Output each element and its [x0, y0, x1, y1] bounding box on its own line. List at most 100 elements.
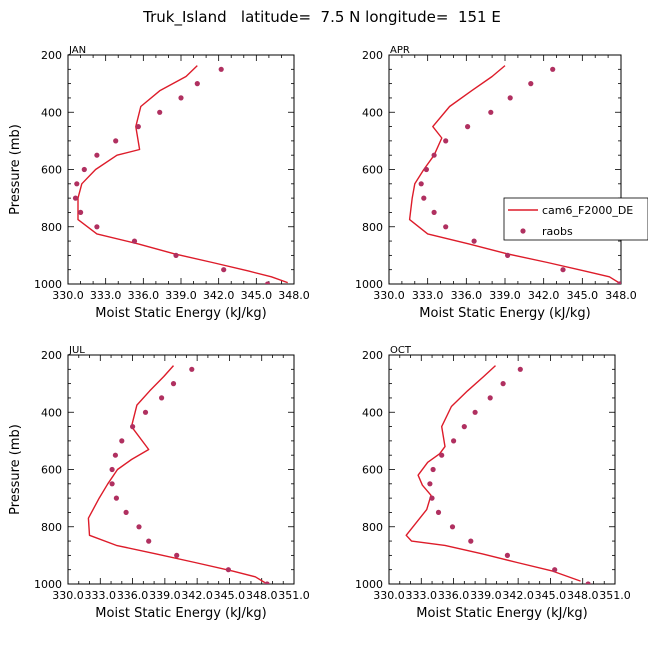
y-tick-label: 800: [362, 221, 383, 234]
raobs-point: [159, 395, 165, 401]
y-tick-label: 800: [41, 521, 62, 534]
raobs-point: [74, 181, 80, 187]
raobs-point: [443, 224, 449, 230]
x-tick-label: 348.0: [605, 289, 637, 302]
y-tick-label: 800: [362, 521, 383, 534]
raobs-point: [487, 395, 493, 401]
panel-jan: JAN 330.0 333.0 336.0 339.0 342.0 345.0 348.0 20…: [8, 45, 310, 321]
x-tick-label: 330.0: [52, 289, 84, 302]
raobs-point: [109, 481, 115, 487]
raobs-point: [112, 452, 118, 458]
x-tick-label: 348.0: [246, 589, 278, 602]
raobs-point: [131, 238, 138, 244]
legend-label-raobs: raobs: [542, 225, 573, 238]
x-tick-label: 348.0: [278, 289, 310, 302]
raobs-point: [146, 538, 152, 544]
x-tick-label: 336.0: [451, 289, 483, 302]
x-tick-label: 333.0: [90, 289, 122, 302]
raobs-point: [465, 124, 471, 130]
legend: cam6_F2000_DE raobs: [503, 197, 648, 241]
raobs-point: [142, 409, 149, 415]
plot-data: [405, 365, 591, 584]
y-tick-label: 600: [41, 164, 62, 177]
panel-apr: APR 330.0 333.0 336.0 339.0 342.0 345.0 348.0 20…: [355, 45, 637, 321]
panel-title: JUL: [68, 345, 85, 356]
raobs-point: [468, 538, 474, 544]
x-axis-title: Moist Static Energy (kJ/kg): [95, 306, 266, 321]
raobs-point: [471, 238, 477, 244]
raobs-point: [72, 195, 79, 201]
raobs-point: [431, 209, 437, 215]
raobs-point: [78, 209, 84, 215]
raobs-point: [194, 81, 200, 87]
x-tick-label: 336.0: [128, 289, 160, 302]
raobs-point: [423, 166, 429, 173]
y-axis-title: Pressure (mb): [8, 124, 23, 215]
x-tick-label: 330.0: [52, 589, 84, 602]
raobs-point: [218, 66, 224, 72]
raobs-point: [173, 252, 179, 258]
figure-title: Truk_Island latitude= 7.5 N longitude= 1…: [142, 8, 501, 27]
raobs-point: [265, 281, 271, 284]
x-tick-label: 333.0: [412, 289, 444, 302]
y-tick-label: 400: [41, 106, 62, 119]
panel-title: OCT: [390, 345, 412, 356]
model-series-line: [408, 65, 621, 284]
raobs-point: [178, 95, 184, 101]
raobs-point: [225, 567, 231, 573]
x-tick-label: 348.0: [567, 589, 599, 602]
plot-data: [72, 65, 288, 284]
plot-data: [408, 65, 621, 284]
raobs-point: [135, 124, 141, 130]
x-tick-label: 345.0: [535, 589, 567, 602]
panel-oct: OCT 330.0 333.0 336.0 339.0 342.0 345.0 348.0 35…: [355, 345, 631, 621]
raobs-point: [439, 452, 445, 458]
raobs-point: [431, 152, 437, 158]
raobs-point: [427, 481, 433, 487]
raobs-point: [500, 381, 506, 387]
model-series-line: [405, 365, 581, 582]
x-tick-label: 339.0: [470, 589, 502, 602]
x-tick-label: 330.0: [373, 289, 405, 302]
y-tick-label: 1000: [355, 578, 383, 591]
plot-frame: [67, 354, 295, 585]
raobs-point: [451, 438, 457, 444]
raobs-point: [130, 424, 136, 430]
raobs-point: [472, 409, 478, 415]
raobs-point: [560, 267, 566, 273]
raobs-point: [552, 567, 558, 573]
model-series-line: [77, 65, 288, 284]
raobs-point: [136, 524, 142, 530]
x-tick-label: 339.0: [165, 289, 197, 302]
raobs-point: [264, 581, 270, 584]
x-tick-label: 330.0: [373, 589, 405, 602]
y-tick-label: 200: [362, 49, 383, 62]
raobs-point: [435, 509, 442, 515]
raobs-point: [94, 224, 100, 230]
y-tick-label: 600: [41, 464, 62, 477]
x-tick-label: 333.0: [85, 589, 117, 602]
x-tick-label: 333.0: [406, 589, 438, 602]
raobs-point: [517, 366, 523, 372]
x-tick-label: 345.0: [567, 289, 599, 302]
raobs-point: [585, 581, 591, 584]
raobs-point: [418, 181, 424, 187]
x-tick-label: 336.0: [117, 589, 149, 602]
raobs-point: [94, 152, 100, 158]
raobs-point: [421, 195, 427, 201]
raobs-point: [430, 466, 436, 473]
raobs-point: [617, 281, 621, 284]
y-tick-label: 200: [41, 49, 62, 62]
x-axis-title: Moist Static Energy (kJ/kg): [419, 306, 590, 321]
x-axis-title: Moist Static Energy (kJ/kg): [416, 606, 587, 621]
raobs-point: [113, 138, 119, 144]
x-tick-label: 345.0: [214, 589, 246, 602]
y-tick-label: 600: [362, 164, 383, 177]
y-tick-label: 400: [362, 106, 383, 119]
legend-box: [503, 197, 648, 241]
x-tick-label: 342.0: [502, 589, 534, 602]
model-series-line: [87, 365, 266, 584]
x-tick-label: 342.0: [181, 589, 213, 602]
raobs-point: [170, 381, 177, 387]
